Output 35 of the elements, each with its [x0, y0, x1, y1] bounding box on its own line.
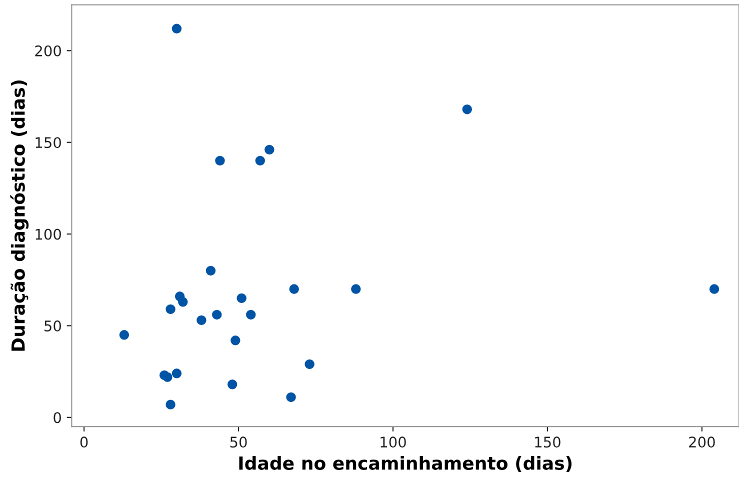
x-tick-label: 150 — [535, 436, 560, 448]
y-tick-label: 150 — [36, 137, 61, 148]
point — [162, 372, 172, 382]
point — [215, 156, 225, 166]
point — [196, 315, 206, 326]
y-tick-label: 200 — [35, 45, 61, 56]
x-tick-label: 50 — [230, 436, 247, 448]
point — [246, 310, 256, 320]
point — [166, 304, 176, 314]
y-tick-label: 100 — [36, 228, 61, 240]
y-axis-title: Duração diagnóstico (dias) — [10, 80, 29, 351]
y-tick-label: 50 — [44, 320, 61, 332]
point — [230, 336, 240, 346]
point — [227, 380, 238, 390]
point — [709, 284, 720, 294]
point — [172, 368, 182, 378]
point — [178, 297, 188, 307]
point — [255, 156, 265, 166]
point — [286, 392, 296, 402]
x-tick-label: 200 — [689, 436, 715, 448]
y-tick-label: 0 — [54, 412, 61, 424]
point — [236, 293, 246, 304]
point — [289, 284, 299, 294]
point — [351, 284, 361, 294]
x-tick-label: 100 — [380, 436, 406, 448]
point — [166, 400, 176, 410]
point — [206, 266, 216, 276]
point — [172, 24, 182, 34]
point — [462, 104, 472, 114]
point — [304, 359, 314, 370]
point — [212, 310, 222, 320]
x-tick-label: 0 — [80, 436, 88, 448]
x-axis-title: Idade no encaminhamento (dias) — [239, 456, 572, 472]
point — [119, 330, 130, 340]
point — [264, 144, 274, 155]
